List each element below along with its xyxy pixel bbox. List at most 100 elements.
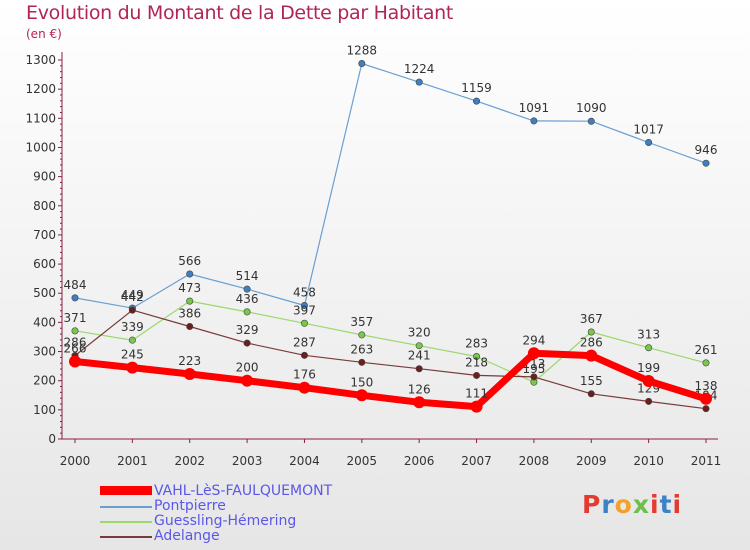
data-label-vahl-l-s-faulquemont: 286 bbox=[580, 336, 603, 350]
data-point-adelange bbox=[587, 390, 595, 398]
data-point-vahl-l-s-faulquemont bbox=[527, 347, 540, 360]
x-tick-label: 2008 bbox=[519, 454, 550, 468]
data-point-vahl-l-s-faulquemont bbox=[241, 374, 254, 387]
data-label-adelange: 155 bbox=[580, 374, 603, 388]
data-label-pontpierre: 1224 bbox=[404, 62, 435, 76]
data-label-vahl-l-s-faulquemont: 294 bbox=[522, 333, 545, 347]
data-point-guessling-h-mering bbox=[128, 336, 136, 344]
y-tick-label: 500 bbox=[33, 286, 56, 300]
data-label-adelange: 286 bbox=[64, 336, 87, 350]
data-point-adelange bbox=[128, 306, 136, 314]
x-tick-label: 2004 bbox=[289, 454, 320, 468]
data-point-vahl-l-s-faulquemont bbox=[355, 389, 368, 402]
legend-label-adelange: Adelange bbox=[154, 528, 220, 544]
x-tick-label: 2006 bbox=[404, 454, 435, 468]
logo-letter: r bbox=[601, 490, 615, 519]
data-point-adelange bbox=[186, 322, 194, 330]
data-label-adelange: 287 bbox=[293, 335, 316, 349]
chart-subtitle: (en €) bbox=[26, 27, 62, 41]
data-point-adelange bbox=[415, 365, 423, 373]
data-point-vahl-l-s-faulquemont bbox=[298, 381, 311, 394]
y-tick-label: 1000 bbox=[25, 140, 56, 154]
x-tick-label: 2011 bbox=[691, 454, 722, 468]
data-point-guessling-h-mering bbox=[415, 342, 423, 350]
logo-letter: o bbox=[614, 490, 633, 519]
x-tick-label: 2010 bbox=[633, 454, 664, 468]
data-point-adelange bbox=[300, 351, 308, 359]
data-point-pontpierre bbox=[587, 117, 595, 125]
data-label-pontpierre: 449 bbox=[121, 288, 144, 302]
data-point-pontpierre bbox=[645, 139, 653, 147]
data-label-pontpierre: 946 bbox=[695, 143, 718, 157]
data-label-pontpierre: 566 bbox=[178, 254, 201, 268]
data-label-guessling-h-mering: 261 bbox=[695, 343, 718, 357]
data-label-guessling-h-mering: 339 bbox=[121, 320, 144, 334]
x-tick-label: 2005 bbox=[347, 454, 378, 468]
y-tick-label: 200 bbox=[33, 374, 56, 388]
data-label-pontpierre: 1017 bbox=[633, 123, 664, 137]
data-point-guessling-h-mering bbox=[300, 319, 308, 327]
logo-letter: x bbox=[632, 490, 650, 519]
data-label-adelange: 263 bbox=[350, 342, 373, 356]
legend-swatch-pontpierre bbox=[100, 506, 152, 508]
series-line-guessling-h-mering bbox=[74, 300, 707, 383]
logo-letter: i bbox=[672, 490, 683, 519]
data-point-pontpierre bbox=[71, 294, 79, 302]
data-point-pontpierre bbox=[358, 59, 366, 67]
legend-label-guessling: Guessling-Hémering bbox=[154, 513, 297, 529]
data-label-adelange: 329 bbox=[236, 323, 259, 337]
data-point-pontpierre bbox=[186, 270, 194, 278]
data-point-adelange bbox=[473, 371, 481, 379]
data-label-vahl-l-s-faulquemont: 200 bbox=[236, 361, 259, 375]
data-label-guessling-h-mering: 367 bbox=[580, 312, 603, 326]
data-label-adelange: 442 bbox=[121, 290, 144, 304]
data-point-pontpierre bbox=[473, 97, 481, 105]
data-point-vahl-l-s-faulquemont bbox=[183, 367, 196, 380]
proxiti-logo: Proxiti bbox=[582, 490, 682, 519]
data-point-pontpierre bbox=[530, 117, 538, 125]
legend-swatch-vahl bbox=[100, 486, 152, 495]
legend-swatch-guessling bbox=[100, 521, 152, 523]
y-tick-label: 400 bbox=[33, 315, 56, 329]
data-label-pontpierre: 1288 bbox=[347, 43, 378, 57]
data-label-guessling-h-mering: 357 bbox=[350, 315, 373, 329]
data-point-guessling-h-mering bbox=[243, 308, 251, 316]
data-label-vahl-l-s-faulquemont: 111 bbox=[465, 387, 488, 401]
y-tick-label: 800 bbox=[33, 199, 56, 213]
data-point-guessling-h-mering bbox=[702, 359, 710, 367]
data-point-adelange bbox=[358, 358, 366, 366]
data-point-guessling-h-mering bbox=[186, 297, 194, 305]
data-label-guessling-h-mering: 371 bbox=[64, 311, 87, 325]
data-label-adelange: 241 bbox=[408, 349, 431, 363]
series-line-adelange bbox=[74, 309, 707, 410]
data-label-vahl-l-s-faulquemont: 126 bbox=[408, 382, 431, 396]
data-point-adelange bbox=[702, 405, 710, 413]
data-point-vahl-l-s-faulquemont bbox=[642, 374, 655, 387]
data-point-guessling-h-mering bbox=[71, 327, 79, 335]
data-label-adelange: 218 bbox=[465, 355, 488, 369]
x-tick-label: 2007 bbox=[461, 454, 492, 468]
data-label-pontpierre: 1090 bbox=[576, 101, 607, 115]
data-point-pontpierre bbox=[702, 159, 710, 167]
data-point-guessling-h-mering bbox=[473, 352, 481, 360]
y-tick-label: 0 bbox=[48, 432, 56, 446]
y-tick-label: 1200 bbox=[25, 82, 56, 96]
data-point-vahl-l-s-faulquemont bbox=[470, 400, 483, 413]
data-point-adelange bbox=[530, 373, 538, 381]
data-label-guessling-h-mering: 283 bbox=[465, 336, 488, 350]
data-label-vahl-l-s-faulquemont: 266 bbox=[64, 341, 87, 355]
data-point-pontpierre bbox=[300, 301, 308, 309]
data-point-guessling-h-mering bbox=[645, 344, 653, 352]
x-tick-label: 2009 bbox=[576, 454, 607, 468]
data-label-adelange: 386 bbox=[178, 306, 201, 320]
data-label-guessling-h-mering: 320 bbox=[408, 326, 431, 340]
data-label-pontpierre: 1159 bbox=[461, 81, 492, 95]
y-tick-label: 300 bbox=[33, 345, 56, 359]
data-label-pontpierre: 458 bbox=[293, 285, 316, 299]
data-label-pontpierre: 1091 bbox=[519, 101, 550, 115]
y-tick-label: 1300 bbox=[25, 53, 56, 67]
legend-label-pontpierre: Pontpierre bbox=[154, 498, 226, 514]
data-label-guessling-h-mering: 397 bbox=[293, 303, 316, 317]
data-label-vahl-l-s-faulquemont: 199 bbox=[637, 361, 660, 375]
